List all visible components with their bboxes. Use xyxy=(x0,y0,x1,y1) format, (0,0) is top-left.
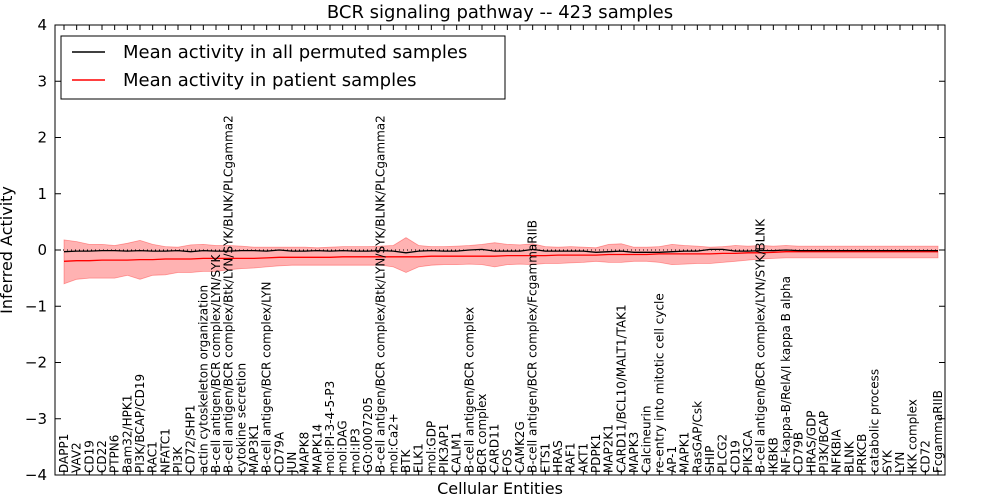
y-tick-label: −3 xyxy=(25,410,47,428)
x-tick-label: NFKBIA xyxy=(830,429,844,474)
x-tick-label: MAPK1 xyxy=(678,432,692,473)
x-tick-label: mol:GDP xyxy=(424,421,438,473)
x-tick-label: MAP2K1 xyxy=(602,424,616,473)
x-tick-label: ELK1 xyxy=(412,443,426,473)
x-tick-label: HRAS xyxy=(551,440,565,473)
x-tick-label: PIK3AP1 xyxy=(437,424,451,473)
x-tick-label: HRAS/GDP xyxy=(804,410,818,473)
x-tick-label: mol:DAG xyxy=(336,420,350,473)
y-tick-label: 3 xyxy=(37,72,47,90)
x-tick-label: FcgammaRIIB xyxy=(931,390,945,473)
y-axis-label: Inferred Activity xyxy=(0,186,16,314)
x-tick-label: ETS1 xyxy=(538,443,552,473)
x-tick-label: B-cell antigen/BCR complex/LYN/SYK xyxy=(209,253,223,473)
x-tick-label: MAPK14 xyxy=(310,424,324,473)
x-tick-label: CD19 xyxy=(82,440,96,473)
x-tick-label: CAMK2G xyxy=(513,421,527,473)
y-tick-label: 1 xyxy=(37,185,47,203)
x-tick-label: B-cell antigen/BCR complex/LYN/SYK/BLNK xyxy=(754,218,768,473)
x-tick-label: mol:Ca2+ xyxy=(386,413,400,473)
x-tick-label: PRKCB xyxy=(855,434,869,473)
x-tick-label: BLNK xyxy=(842,440,856,473)
x-tick-label: catabolic process xyxy=(868,369,882,473)
y-tick-label: −4 xyxy=(25,466,47,484)
x-tick-label: NF-kappa-B/RelA/I kappa B alpha xyxy=(779,276,793,473)
x-tick-label: SYK xyxy=(880,449,894,473)
x-tick-label: B-cell antigen/BCR complex/LYN xyxy=(260,282,274,474)
y-tick-label: 0 xyxy=(37,241,47,259)
x-tick-label: B-cell antigen/BCR complex/FcgammaRIIB xyxy=(526,220,540,473)
x-tick-label: PDPK1 xyxy=(589,434,603,473)
x-tick-label: B-cell antigen/BCR complex/Btk/LYN/SYK/B… xyxy=(222,115,236,473)
x-tick-label: CD79B xyxy=(792,432,806,473)
x-tick-label-layer: DAPP1VAV2CD19CD22PTPN6Bam32/HPK1PI3K/BCA… xyxy=(57,115,945,474)
x-tick-label: AP-1 xyxy=(665,446,679,473)
confidence-band xyxy=(63,237,939,285)
x-tick-label: CD22 xyxy=(95,440,109,473)
x-tick-label: DAPP1 xyxy=(57,434,71,473)
x-tick-label: GO:0007205 xyxy=(361,397,375,473)
legend-label-0: Mean activity in all permuted samples xyxy=(123,42,467,63)
y-tick-label: 2 xyxy=(37,129,47,147)
x-tick-label: RAF1 xyxy=(564,442,578,473)
y-tick-label: −2 xyxy=(25,354,47,372)
confidence-band-layer xyxy=(63,237,939,285)
x-tick-label: JUN xyxy=(285,452,299,474)
x-tick-label: re-entry into mitotic cell cycle xyxy=(652,293,666,473)
x-tick-label: AKT1 xyxy=(576,443,590,473)
x-tick-label: PI3K/BCAP/CD19 xyxy=(133,374,147,473)
y-tick-label: −1 xyxy=(25,297,47,315)
x-tick-label: PI3K/BCAP xyxy=(817,411,831,473)
series-line-layer xyxy=(55,248,945,262)
y-tick-label: 4 xyxy=(37,16,47,34)
x-tick-label: PTPN6 xyxy=(108,435,122,473)
x-tick-label: MAPK8 xyxy=(298,432,312,473)
series-line-patient xyxy=(63,251,938,262)
axis-layer: 4 3 2 1 0 −1 −2 −3 −4 xyxy=(25,16,946,484)
series-line-permuted xyxy=(63,248,938,254)
x-tick-label: actin cytoskeleton organization xyxy=(196,285,210,473)
x-tick-label: FOS xyxy=(500,449,514,473)
x-tick-label: CARD11/BCL10/MALT1/TAK1 xyxy=(614,304,628,473)
x-tick-label: B-cell antigen/BCR complex/Btk/LYN/SYK/B… xyxy=(374,115,388,473)
x-tick-label: SHIP xyxy=(703,446,717,473)
x-tick-label: NFATC1 xyxy=(158,428,172,473)
x-tick-label: RAC1 xyxy=(146,441,160,473)
x-tick-label: B-cell antigen/BCR complex xyxy=(462,307,476,473)
x-tick-label: LYN xyxy=(893,452,907,473)
x-tick-label: CD79A xyxy=(272,431,286,473)
x-tick-label: BTK xyxy=(399,448,413,473)
x-tick-label: MAP3K1 xyxy=(247,424,261,473)
legend: Mean activity in all permuted samples Mea… xyxy=(60,35,506,100)
x-tick-label: IKBKB xyxy=(766,437,780,473)
x-tick-label: Calcineurin xyxy=(640,406,654,473)
x-tick-label: CD72/SHP1 xyxy=(184,405,198,473)
chart-title: BCR signaling pathway -- 423 samples xyxy=(327,2,673,23)
legend-label-1: Mean activity in patient samples xyxy=(123,70,417,91)
x-tick-label: PLCG2 xyxy=(716,434,730,473)
x-tick-label: PI3K xyxy=(171,446,185,473)
x-tick-label: cytokine secretion xyxy=(234,363,248,473)
x-tick-label: PIK3CA xyxy=(741,429,755,473)
x-tick-label: mol:PI-3-4-5-P3 xyxy=(323,381,337,473)
x-tick-label: BCR complex xyxy=(475,394,489,473)
x-tick-label: MAPK3 xyxy=(627,432,641,473)
x-tick-label: IKK complex xyxy=(906,399,920,473)
x-tick-label: CALM1 xyxy=(450,432,464,473)
x-axis-label: Cellular Entities xyxy=(437,479,563,498)
x-tick-label: VAV2 xyxy=(70,442,84,473)
x-tick-label: CARD11 xyxy=(488,424,502,473)
x-tick-label: RasGAP/Csk xyxy=(690,401,704,473)
x-tick-label: Bam32/HPK1 xyxy=(120,395,134,473)
x-tick-label: mol:IP3 xyxy=(348,428,362,473)
legend-box xyxy=(60,35,506,100)
x-tick-label: CD72 xyxy=(918,440,932,473)
x-tick-label: CD19 xyxy=(728,440,742,473)
